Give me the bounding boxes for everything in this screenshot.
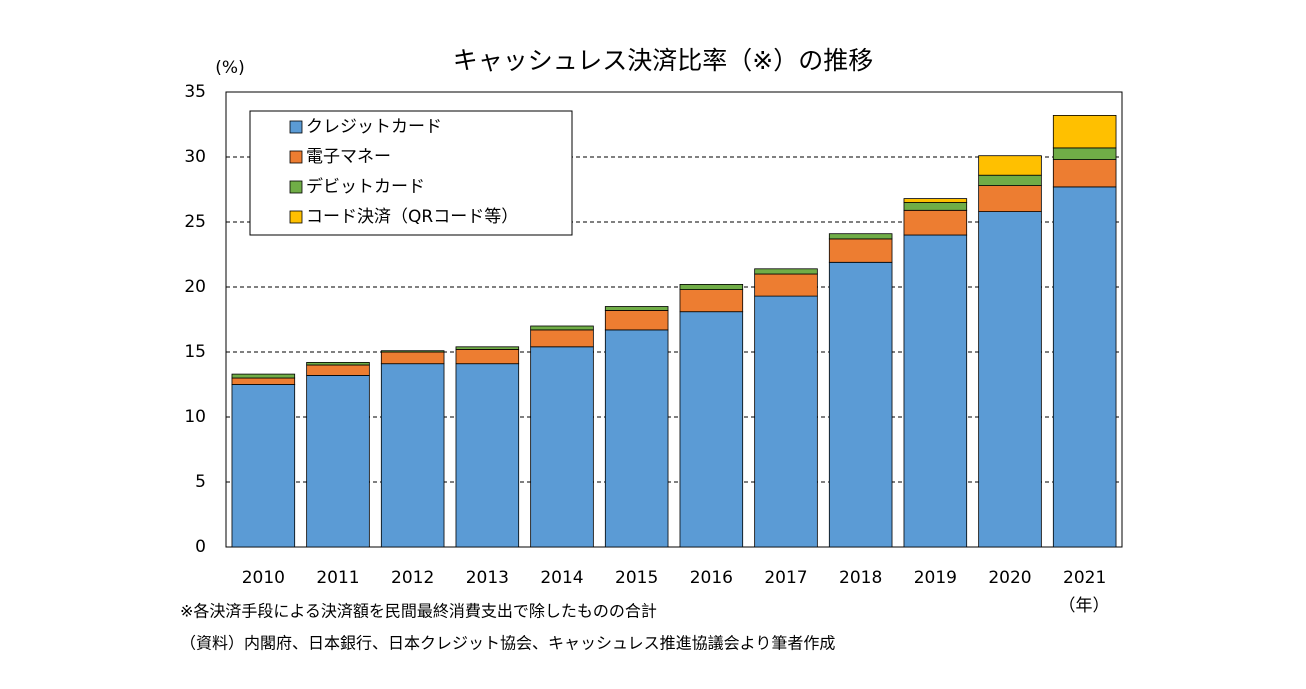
bar-segment <box>978 211 1042 548</box>
x-tick-label: 2013 <box>466 568 509 588</box>
bar-segment <box>380 351 445 365</box>
x-tick-label: 2012 <box>391 568 434 588</box>
bar-segment <box>978 174 1042 186</box>
bar-segment <box>1052 159 1117 188</box>
x-tick-label: 2018 <box>839 568 882 588</box>
plot-frame <box>225 91 1123 548</box>
y-tick-label: 15 <box>184 342 206 362</box>
bar-segment <box>978 185 1042 213</box>
bar-segment <box>530 346 594 548</box>
legend-swatch <box>289 120 303 134</box>
bar-segment <box>530 325 594 331</box>
legend-label: コード決済（QRコード等） <box>306 207 518 227</box>
x-tick-label: 2010 <box>242 568 285 588</box>
x-tick-label: 2021 <box>1063 568 1106 588</box>
bar-segment <box>679 311 744 548</box>
bar-segment <box>828 261 893 548</box>
bar-segment <box>455 348 520 365</box>
x-tick-label: 2016 <box>690 568 733 588</box>
y-axis-label: (%) <box>215 58 244 78</box>
x-tick-label: 2017 <box>764 568 807 588</box>
bar-segment <box>380 363 445 548</box>
bar-segment <box>231 373 296 379</box>
y-tick-label: 10 <box>184 407 206 427</box>
bar-segment <box>455 346 520 350</box>
chart-title: キャッシュレス決済比率（※）の推移 <box>453 46 873 75</box>
x-tick-label: 2014 <box>540 568 583 588</box>
bar-segment <box>828 233 893 240</box>
bar-segment <box>604 306 669 311</box>
legend-label: クレジットカード <box>306 117 442 137</box>
bar-segment <box>903 234 968 548</box>
x-axis-label: （年） <box>1059 596 1110 616</box>
bar-segment <box>903 209 968 236</box>
bar-segment <box>231 384 296 548</box>
note: ※各決済手段による決済額を民間最終消費支出で除したものの合計 <box>180 602 657 621</box>
bar-segment <box>754 295 818 548</box>
x-tick-label: 2019 <box>914 568 957 588</box>
bar-segment <box>754 268 818 275</box>
bar-segment <box>455 363 520 548</box>
y-tick-label: 25 <box>184 212 206 232</box>
legend-label: デビットカード <box>306 176 425 197</box>
y-tick-label: 20 <box>184 277 206 297</box>
x-tick-label: 2015 <box>615 568 658 588</box>
y-tick-label: 30 <box>184 147 206 167</box>
legend-box <box>249 110 573 236</box>
bar-segment <box>306 374 370 548</box>
bar-segment <box>1052 115 1117 149</box>
x-tick-label: 2011 <box>316 568 359 588</box>
legend-label: 電子マネー <box>306 147 391 167</box>
bar-segment <box>903 198 968 203</box>
bar-segment <box>231 377 296 385</box>
bar-segment <box>604 329 669 548</box>
legend-swatch <box>289 150 303 164</box>
bar-segment <box>828 238 893 263</box>
y-tick-label: 0 <box>195 537 206 557</box>
bar-segment <box>530 329 594 348</box>
note: （資料）内閣府、日本銀行、日本クレジット協会、キャッシュレス推進協議会より筆者作… <box>180 634 835 653</box>
y-tick-label: 35 <box>184 82 206 102</box>
bar-segment <box>306 361 370 366</box>
y-tick-label: 5 <box>195 472 206 492</box>
bar-segment <box>380 350 445 353</box>
bar-segment <box>903 202 968 211</box>
bar-segment <box>1052 186 1117 548</box>
bar-segment <box>306 364 370 376</box>
bar-segment <box>1052 147 1117 160</box>
x-tick-label: 2020 <box>988 568 1031 588</box>
bar-segment <box>754 273 818 297</box>
bar-segment <box>679 289 744 313</box>
bar-segment <box>604 309 669 331</box>
legend-swatch <box>289 180 303 194</box>
bar-segment <box>679 283 744 290</box>
legend-swatch <box>289 210 303 224</box>
bar-segment <box>978 155 1042 176</box>
